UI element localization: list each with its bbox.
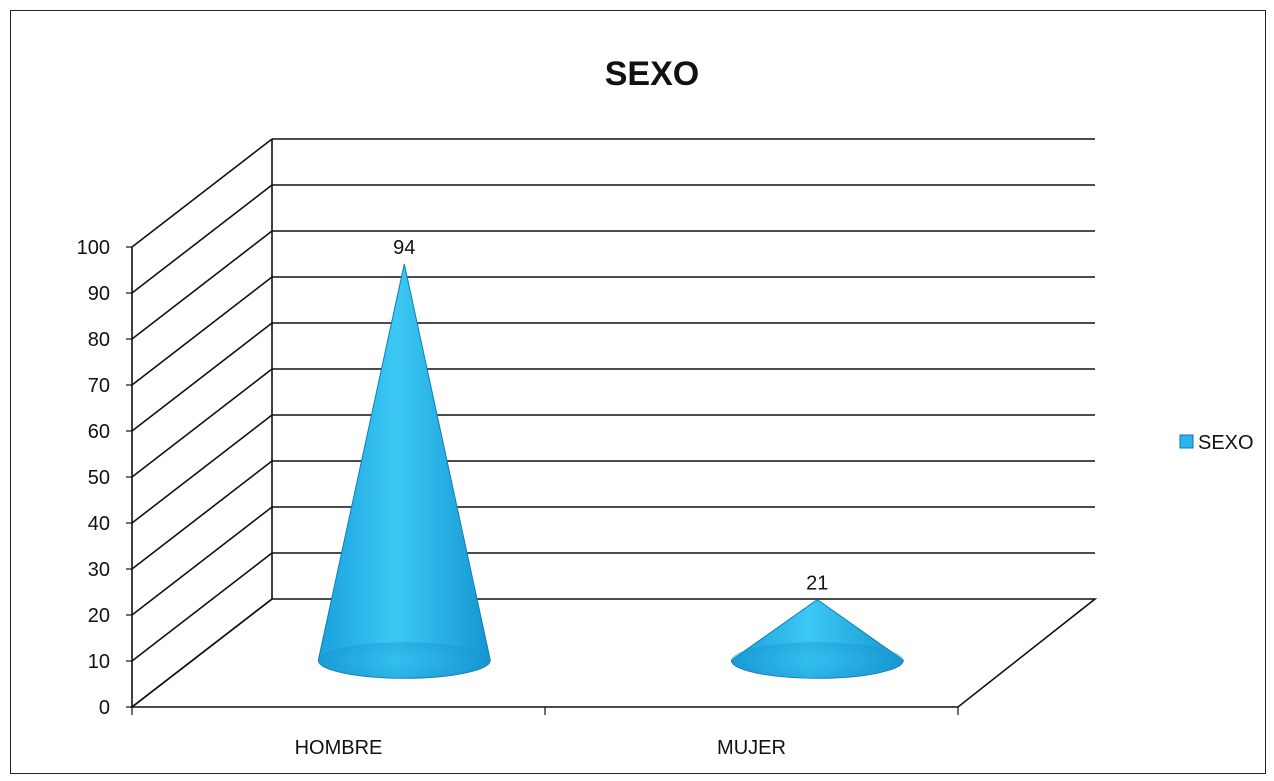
gridline-side: [131, 460, 273, 570]
cone-base: [731, 642, 904, 679]
y-tick-label: 10: [88, 651, 110, 673]
gridline-side: [131, 506, 273, 616]
x-category-label: MUJER: [717, 737, 786, 759]
legend-label: SEXO: [1198, 432, 1254, 454]
axes-group: 0 10 20 30 40 50 60 70 80 90 100 HOMBRE MUJER: [77, 138, 1098, 759]
legend-swatch: [1179, 434, 1194, 449]
y-tick-label: 30: [88, 559, 110, 581]
legend: SEXO: [1179, 432, 1254, 454]
y-tick-label: 70: [88, 375, 110, 397]
gridline-side: [131, 414, 273, 524]
cone-body: [317, 263, 491, 679]
y-tick-label: 100: [77, 237, 110, 259]
y-tick-label: 80: [88, 329, 110, 351]
gridline-side: [131, 276, 273, 386]
cone-mark: [730, 599, 904, 679]
gridline-side: [131, 322, 273, 432]
gridline-side: [131, 230, 273, 340]
y-tick-label: 60: [88, 421, 110, 443]
chart-frame: [10, 10, 1266, 774]
cone-base: [318, 642, 491, 679]
chart-title: SEXO: [605, 55, 699, 93]
data-label: 21: [806, 573, 828, 595]
data-label: 94: [393, 237, 415, 259]
x-category-label: HOMBRE: [295, 737, 383, 759]
y-tick-label: 20: [88, 605, 110, 627]
y-tick-label: 50: [88, 467, 110, 489]
gridline-side: [131, 184, 273, 294]
y-tick-label: 40: [88, 513, 110, 535]
y-tick-label: 90: [88, 283, 110, 305]
gridline-side: [131, 138, 273, 248]
gridline-side: [131, 368, 273, 478]
floor-plane: [129, 598, 1098, 708]
y-tick-label: 0: [99, 697, 110, 719]
cones-group: 94 21: [317, 237, 904, 679]
gridline-side: [131, 552, 273, 662]
cone-mark: [317, 263, 491, 679]
